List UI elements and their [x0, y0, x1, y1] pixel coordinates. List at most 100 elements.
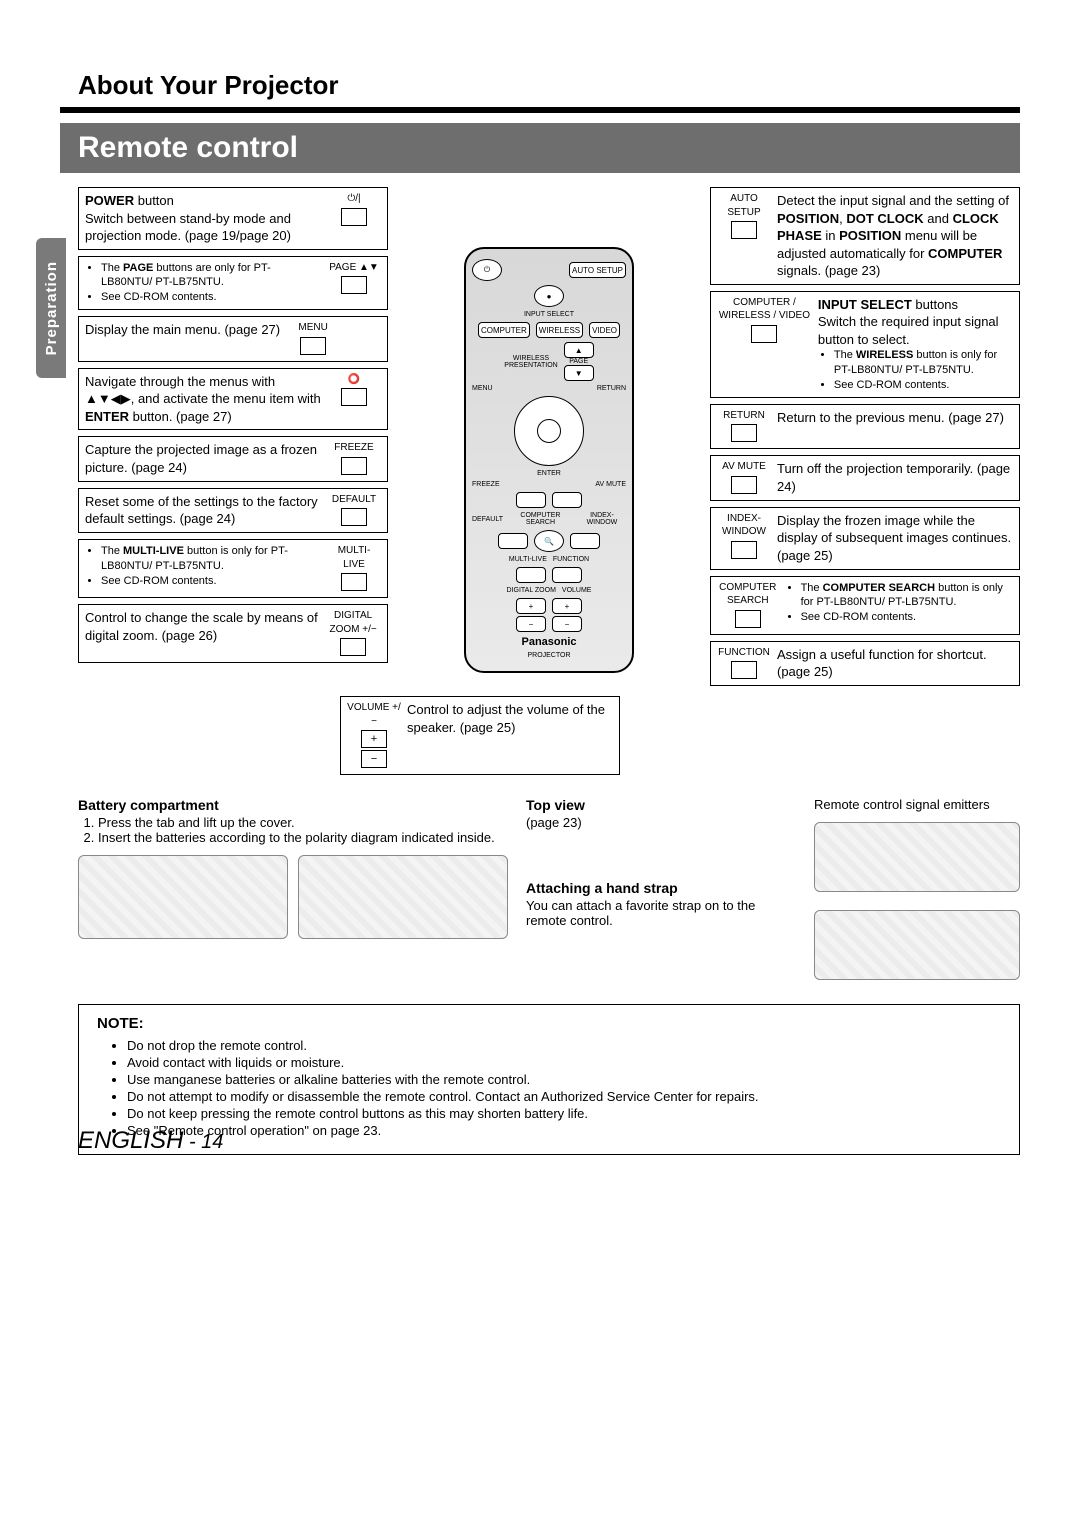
callout-right-1-icon: COMPUTER / WIRELESS / VIDEO: [717, 296, 812, 345]
right-callouts: AUTO SETUPDetect the input signal and th…: [710, 187, 1020, 686]
power-button: ⏻: [472, 259, 502, 281]
battery-steps: Press the tab and lift up the cover.Inse…: [78, 815, 508, 845]
note-title: NOTE:: [97, 1015, 1001, 1032]
callout-left-7-icon: DIGITAL ZOOM +/−: [325, 609, 381, 658]
page-up-button: ▲: [564, 342, 594, 358]
callout-right-6-icon: FUNCTION: [717, 646, 771, 682]
callout-right-3: AV MUTETurn off the projection temporari…: [710, 455, 1020, 501]
vol-plus-button: +: [552, 598, 582, 614]
topview-body: (page 23): [526, 815, 796, 830]
callout-left-0-icon: ⏻/|: [327, 192, 381, 228]
page-label: PAGE: [569, 358, 588, 365]
input-select-label: INPUT SELECT: [524, 311, 574, 318]
callout-right-6: FUNCTIONAssign a useful function for sho…: [710, 641, 1020, 687]
callout-left-3-text: Navigate through the menus with ▲▼◀▶, an…: [85, 373, 321, 426]
compsearch-label: COMPUTER SEARCH: [509, 512, 572, 526]
auto-setup-button: AUTO SETUP: [569, 262, 626, 278]
callout-volume-body: Control to adjust the volume of the spea…: [407, 701, 613, 736]
callout-left-7-text: Control to change the scale by means of …: [85, 609, 319, 644]
callout-right-3-icon: AV MUTE: [717, 460, 771, 496]
default-button: [498, 533, 528, 549]
callout-left-2: Display the main menu. (page 27)MENU: [78, 316, 388, 362]
note-list: Do not drop the remote control.Avoid con…: [97, 1038, 1001, 1138]
return-label: RETURN: [597, 385, 626, 392]
computer-button: COMPUTER: [478, 322, 530, 338]
wireless-button: WIRELESS: [536, 322, 583, 338]
wireless-presentation-label: WIRELESSPRESENTATION: [504, 355, 557, 369]
callout-right-6-text: Assign a useful function for shortcut. (…: [777, 646, 1013, 681]
note-item-3: Do not attempt to modify or disassemble …: [127, 1089, 1001, 1104]
callout-left-1-icon: PAGE ▲▼: [327, 261, 381, 297]
callout-left-0: POWER buttonSwitch between stand-by mode…: [78, 187, 388, 250]
function-label: FUNCTION: [553, 556, 589, 563]
callout-left-2-text: Display the main menu. (page 27): [85, 321, 280, 339]
emitters-section: Remote control signal emitters: [814, 797, 1020, 980]
volume-label: VOLUME: [562, 587, 592, 594]
callout-right-4-text: Display the frozen image while the displ…: [777, 512, 1013, 565]
zoom-plus-button: +: [516, 598, 546, 614]
callout-left-6-text: The MULTI-LIVE button is only for PT-LB8…: [85, 544, 321, 589]
brand-label: Panasonic: [521, 636, 576, 648]
note-item-0: Do not drop the remote control.: [127, 1038, 1001, 1053]
freeze-button: [516, 492, 546, 508]
default-label: DEFAULT: [472, 516, 503, 523]
callout-left-5: Reset some of the settings to the factor…: [78, 488, 388, 534]
callout-left-4-icon: FREEZE: [327, 441, 381, 477]
left-callouts: POWER buttonSwitch between stand-by mode…: [78, 187, 388, 686]
enter-label: ENTER: [537, 470, 561, 477]
callout-left-1-text: The PAGE buttons are only for PT-LB80NTU…: [85, 261, 321, 306]
topview-title: Top view: [526, 797, 796, 813]
battery-sketch-1: [78, 855, 288, 939]
side-tab: Preparation: [36, 238, 66, 378]
battery-step-1: Insert the batteries according to the po…: [98, 830, 508, 845]
compsearch-button: 🔍: [534, 530, 564, 552]
callout-right-5-icon: COMPUTER SEARCH: [717, 581, 779, 630]
indexwin-label: INDEX-WINDOW: [578, 512, 626, 526]
note-item-5: See "Remote control operation" on page 2…: [127, 1123, 1001, 1138]
zoom-minus-button: −: [516, 616, 546, 632]
volume-callout-wrap: VOLUME +/− + − Control to adjust the vol…: [340, 696, 620, 775]
freeze-label: FREEZE: [472, 481, 500, 488]
indexwin-button: [570, 533, 600, 549]
callout-right-0-text: Detect the input signal and the setting …: [777, 192, 1013, 280]
callout-right-0-icon: AUTO SETUP: [717, 192, 771, 241]
strap-title: Attaching a hand strap: [526, 880, 796, 896]
callout-left-5-text: Reset some of the settings to the factor…: [85, 493, 321, 528]
note-item-2: Use manganese batteries or alkaline batt…: [127, 1072, 1001, 1087]
emitters-label: Remote control signal emitters: [814, 797, 1020, 812]
digitalzoom-label: DIGITAL ZOOM: [507, 587, 556, 594]
callout-left-4: Capture the projected image as a frozen …: [78, 436, 388, 482]
callout-right-5-text: The COMPUTER SEARCH button is only for P…: [785, 581, 1013, 626]
battery-title: Battery compartment: [78, 797, 508, 813]
projector-label: PROJECTOR: [527, 652, 570, 659]
avmute-label: AV MUTE: [595, 481, 626, 488]
menu-label: MENU: [472, 385, 493, 392]
page-down-button: ▼: [564, 365, 594, 381]
callout-right-2: RETURNReturn to the previous menu. (page…: [710, 404, 1020, 450]
note-item-4: Do not keep pressing the remote control …: [127, 1106, 1001, 1121]
callout-volume-icon: VOLUME +/− + −: [347, 701, 401, 770]
subheader: Remote control: [60, 123, 1020, 173]
callout-right-1-text: INPUT SELECT buttonsSwitch the required …: [818, 296, 1013, 393]
callout-left-3-icon: ⭕: [327, 373, 381, 409]
callout-left-1: The PAGE buttons are only for PT-LB80NTU…: [78, 256, 388, 311]
section-title: About Your Projector: [60, 70, 1020, 101]
callout-right-0: AUTO SETUPDetect the input signal and th…: [710, 187, 1020, 285]
led-indicator: ●: [534, 285, 564, 307]
topview-strap-section: Top view (page 23) Attaching a hand stra…: [526, 797, 796, 980]
strap-sketch: [814, 910, 1020, 980]
callout-left-5-icon: DEFAULT: [327, 493, 381, 529]
callout-left-3: Navigate through the menus with ▲▼◀▶, an…: [78, 368, 388, 431]
callout-volume: VOLUME +/− + − Control to adjust the vol…: [340, 696, 620, 775]
remote-illustration: ⏻ AUTO SETUP ● INPUT SELECT COMPUTER WIR…: [398, 187, 700, 686]
topview-sketch: [814, 822, 1020, 892]
dpad: [514, 396, 584, 466]
callout-right-2-icon: RETURN: [717, 409, 771, 445]
function-button: [552, 567, 582, 583]
callout-left-0-text: POWER buttonSwitch between stand-by mode…: [85, 192, 321, 245]
callout-right-3-text: Turn off the projection temporarily. (pa…: [777, 460, 1013, 495]
footer-page: 14: [201, 1131, 223, 1153]
callout-right-4: INDEX-WINDOWDisplay the frozen image whi…: [710, 507, 1020, 570]
callout-left-7: Control to change the scale by means of …: [78, 604, 388, 663]
footer-lang: ENGLISH: [78, 1127, 183, 1154]
